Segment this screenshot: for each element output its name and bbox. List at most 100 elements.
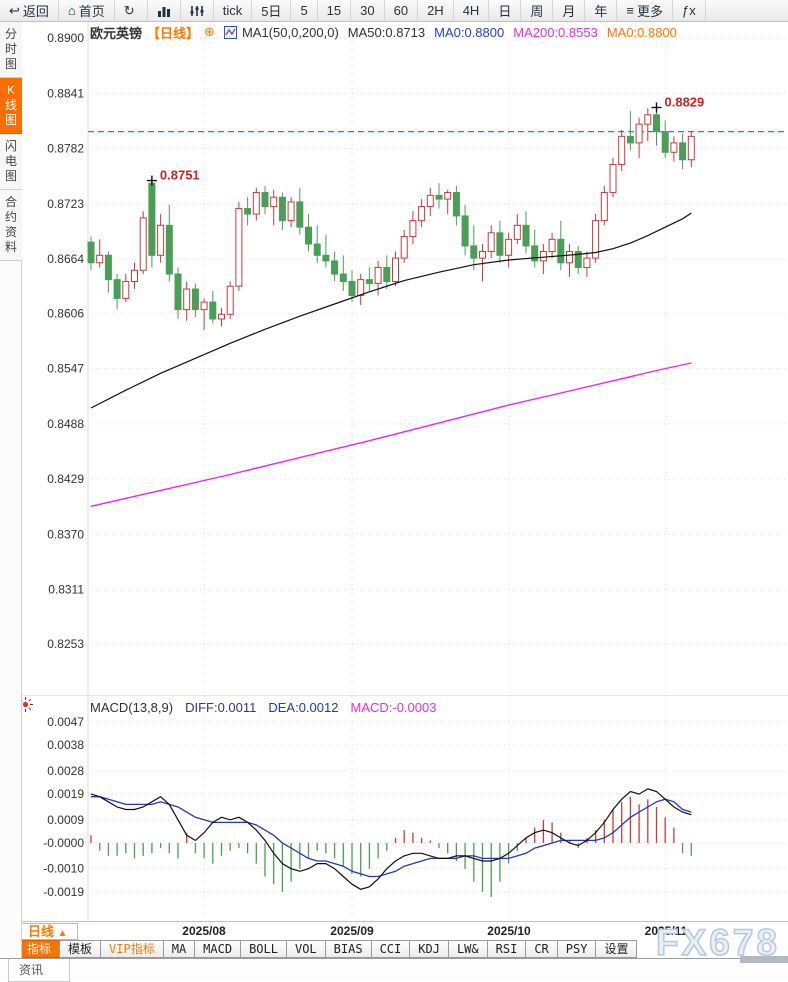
- indicator-tab-BOLL[interactable]: BOLL: [240, 940, 287, 958]
- price-annotation: 0.8751: [160, 168, 200, 183]
- period-selector-dropdown[interactable]: 日线 ▲: [18, 923, 78, 940]
- macd-axis-tick: -0.0019: [43, 885, 84, 899]
- indicator-tab-CCI[interactable]: CCI: [370, 940, 411, 958]
- circle-plus-icon[interactable]: ⊕: [204, 24, 215, 39]
- macd-macd-value: MACD:-0.0003: [350, 700, 437, 715]
- interval-week[interactable]: 周: [521, 0, 554, 21]
- sliders-icon: [190, 5, 204, 16]
- indicator-tab-VOL[interactable]: VOL: [285, 940, 326, 958]
- price-axis-tick: 0.8723: [47, 197, 84, 211]
- more-button[interactable]: ≡ 更多: [617, 0, 673, 21]
- horizontal-scrollbar[interactable]: [740, 956, 788, 963]
- interval-60m-label: 60: [393, 3, 409, 18]
- refresh-icon: ↻: [123, 3, 135, 18]
- interval-60m[interactable]: 60: [385, 0, 419, 21]
- price-and-macd-chart[interactable]: 0.8900 0.8841 0.8782 0.8723 0.8664 0.8606 0.85…: [0, 0, 788, 921]
- macd-axis-tick: 0.0038: [47, 738, 84, 752]
- home-button[interactable]: ⌂ 首页: [59, 0, 115, 21]
- price-axis-tick: 0.8488: [47, 417, 84, 431]
- chart-type-sidebar: 分时图 K线图 闪电图 合约资料: [0, 22, 22, 958]
- sidebar-tab-分时图[interactable]: 分时图: [0, 22, 22, 78]
- macd-dea-value: DEA:0.0012: [268, 700, 339, 715]
- interval-tick-label: tick: [222, 3, 243, 18]
- back-icon: ↩: [9, 3, 20, 18]
- indicator-tab-MA[interactable]: MA: [162, 940, 196, 958]
- price-annotation: 0.8829: [665, 94, 705, 109]
- interval-day[interactable]: 日: [489, 0, 522, 21]
- indicator-tab-CR[interactable]: CR: [525, 940, 558, 958]
- interval-5m-label: 5: [300, 3, 308, 18]
- macd-axis-tick: 0.0019: [47, 787, 84, 801]
- more-icon: ≡: [626, 3, 634, 18]
- ma200-value: MA200:0.8553: [513, 24, 598, 40]
- indicator-tab-KDJ[interactable]: KDJ: [409, 940, 449, 958]
- indicator-settings-button[interactable]: [181, 0, 214, 21]
- sidebar-tab-合约资料[interactable]: 合约资料: [0, 190, 22, 261]
- interval-month-label: 月: [562, 4, 576, 19]
- indicator-tab-LW&[interactable]: LW&: [447, 940, 488, 958]
- sidebar-tab-闪电图[interactable]: 闪电图: [0, 134, 22, 190]
- interval-tick[interactable]: tick: [214, 0, 253, 21]
- dea-line: [91, 796, 692, 878]
- macd-histogram: [90, 796, 692, 898]
- status-bar: 资讯: [0, 958, 788, 982]
- ma50-value: MA50:0.8713: [347, 24, 426, 40]
- price-axis-tick: 0.8900: [47, 31, 84, 45]
- interval-2h[interactable]: 2H: [418, 0, 454, 21]
- indicator-tab-VIP指标[interactable]: VIP指标: [100, 940, 164, 958]
- diff-line: [90, 788, 692, 890]
- interval-month[interactable]: 月: [553, 0, 586, 21]
- indicator-tab-PSY[interactable]: PSY: [556, 940, 597, 958]
- macd-axis-tick: 0.0028: [47, 764, 84, 778]
- interval-4h-label: 4H: [462, 3, 480, 18]
- back-button[interactable]: ↩ 返回: [0, 0, 59, 21]
- home-icon: ⌂: [67, 3, 76, 18]
- x-axis-label: 2025/10: [487, 924, 531, 938]
- interval-4h[interactable]: 4H: [454, 0, 490, 21]
- period-selector-label: 日线: [28, 924, 55, 939]
- price-axis-tick: 0.8606: [47, 306, 84, 320]
- interval-week-label: 周: [530, 4, 544, 19]
- ma0-blue-value: MA0:0.8800: [434, 24, 505, 40]
- interval-day-label: 日: [498, 4, 512, 19]
- column-chart-button[interactable]: [148, 0, 181, 21]
- candles: [87, 104, 695, 331]
- indicator-tab-模板[interactable]: 模板: [59, 940, 102, 958]
- indicator-tab-设置[interactable]: 设置: [595, 940, 638, 958]
- interval-5m[interactable]: 5: [291, 0, 318, 21]
- news-tab[interactable]: 资讯: [8, 959, 71, 982]
- interval-15m[interactable]: 15: [318, 0, 352, 21]
- more-button-label: 更多: [636, 4, 663, 19]
- macd-diff-value: DIFF:0.0011: [185, 700, 257, 715]
- macd-header: MACD(13,8,9) DIFF:0.0011 DEA:0.0012 MACD…: [90, 700, 436, 715]
- refresh-button[interactable]: ↻: [115, 0, 148, 21]
- price-axis-tick: 0.8370: [47, 527, 84, 541]
- price-axis-tick: 0.8311: [48, 583, 84, 597]
- price-axis-tick: 0.8782: [47, 142, 84, 156]
- indicator-tab-BIAS[interactable]: BIAS: [324, 940, 372, 958]
- price-axis-tick: 0.8253: [47, 637, 84, 651]
- home-button-label: 首页: [78, 4, 105, 19]
- x-axis-label: 2025/11: [644, 924, 688, 938]
- mini-chart-icon[interactable]: [223, 25, 237, 39]
- back-button-label: 返回: [22, 4, 49, 19]
- interval-30m[interactable]: 30: [351, 0, 385, 21]
- price-axis-tick: 0.8547: [47, 362, 84, 376]
- triangle-up-icon: ▲: [57, 928, 68, 939]
- macd-axis-tick: 0.0009: [47, 813, 84, 827]
- macd-axis-tick: -0.0000: [43, 836, 84, 850]
- interval-5day[interactable]: 5日: [252, 0, 292, 21]
- indicator-tab-MACD[interactable]: MACD: [194, 940, 242, 958]
- interval-15m-label: 15: [326, 3, 342, 18]
- indicator-tab-RSI[interactable]: RSI: [486, 940, 527, 958]
- interval-year[interactable]: 年: [585, 0, 618, 21]
- sidebar-tab-K线图[interactable]: K线图: [0, 78, 22, 134]
- macd-title: MACD(13,8,9): [90, 700, 174, 715]
- indicator-tabs-row: 指标 模板 VIP指标 MA MACD BOLL VOL BIAS CCI KDJ LW& RSI CR…: [0, 940, 788, 958]
- ma-settings-label: MA1(50,0,200,0): [241, 24, 339, 40]
- symbol-name: 欧元英镑: [90, 25, 143, 41]
- fx-indicator-button-label: ƒx: [682, 3, 696, 18]
- indicator-tab-指标[interactable]: 指标: [18, 940, 61, 958]
- fx-indicator-button[interactable]: ƒx: [673, 0, 706, 21]
- period-tag: 【日线】: [147, 25, 200, 41]
